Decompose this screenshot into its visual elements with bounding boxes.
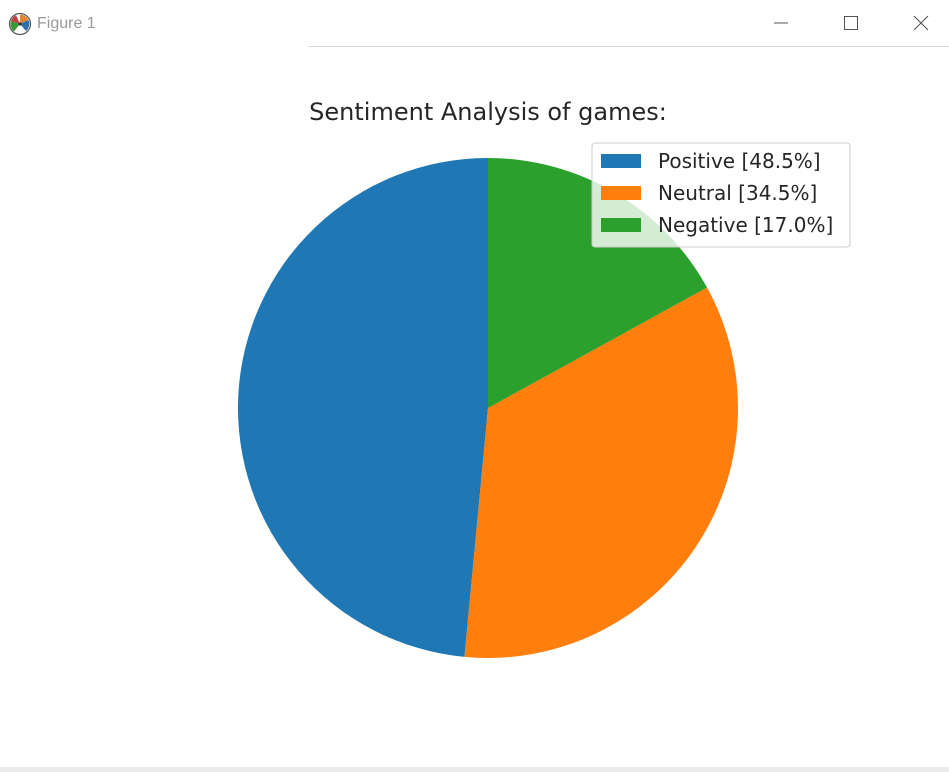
legend-swatch — [601, 186, 641, 200]
minimize-icon — [774, 22, 788, 24]
status-strip — [0, 767, 949, 772]
legend-frame — [591, 142, 851, 248]
chart-title: Sentiment Analysis of games: — [309, 98, 667, 126]
legend-label: Negative [17.0%] — [658, 213, 833, 237]
matplotlib-logo-icon — [8, 12, 32, 36]
maximize-button[interactable] — [828, 0, 874, 46]
pie-slice-neutral — [464, 287, 738, 658]
close-icon — [913, 15, 929, 31]
maximize-icon — [844, 16, 858, 30]
title-bar[interactable]: Figure 1 — [0, 0, 949, 48]
minimize-button[interactable] — [758, 0, 804, 46]
toolbar-separator — [308, 46, 949, 47]
legend-swatch — [601, 218, 641, 232]
legend-swatch — [601, 154, 641, 168]
close-button[interactable] — [898, 0, 944, 46]
legend-label: Neutral [34.5%] — [658, 181, 817, 205]
pie-slice-positive — [237, 157, 488, 657]
chart-legend: Positive [48.5%] Neutral [34.5%] Negative … — [591, 142, 851, 248]
legend-label: Positive [48.5%] — [658, 149, 821, 173]
pie-chart: Sentiment Analysis of games: Positive [4… — [237, 98, 851, 658]
window-title: Figure 1 — [37, 15, 96, 32]
